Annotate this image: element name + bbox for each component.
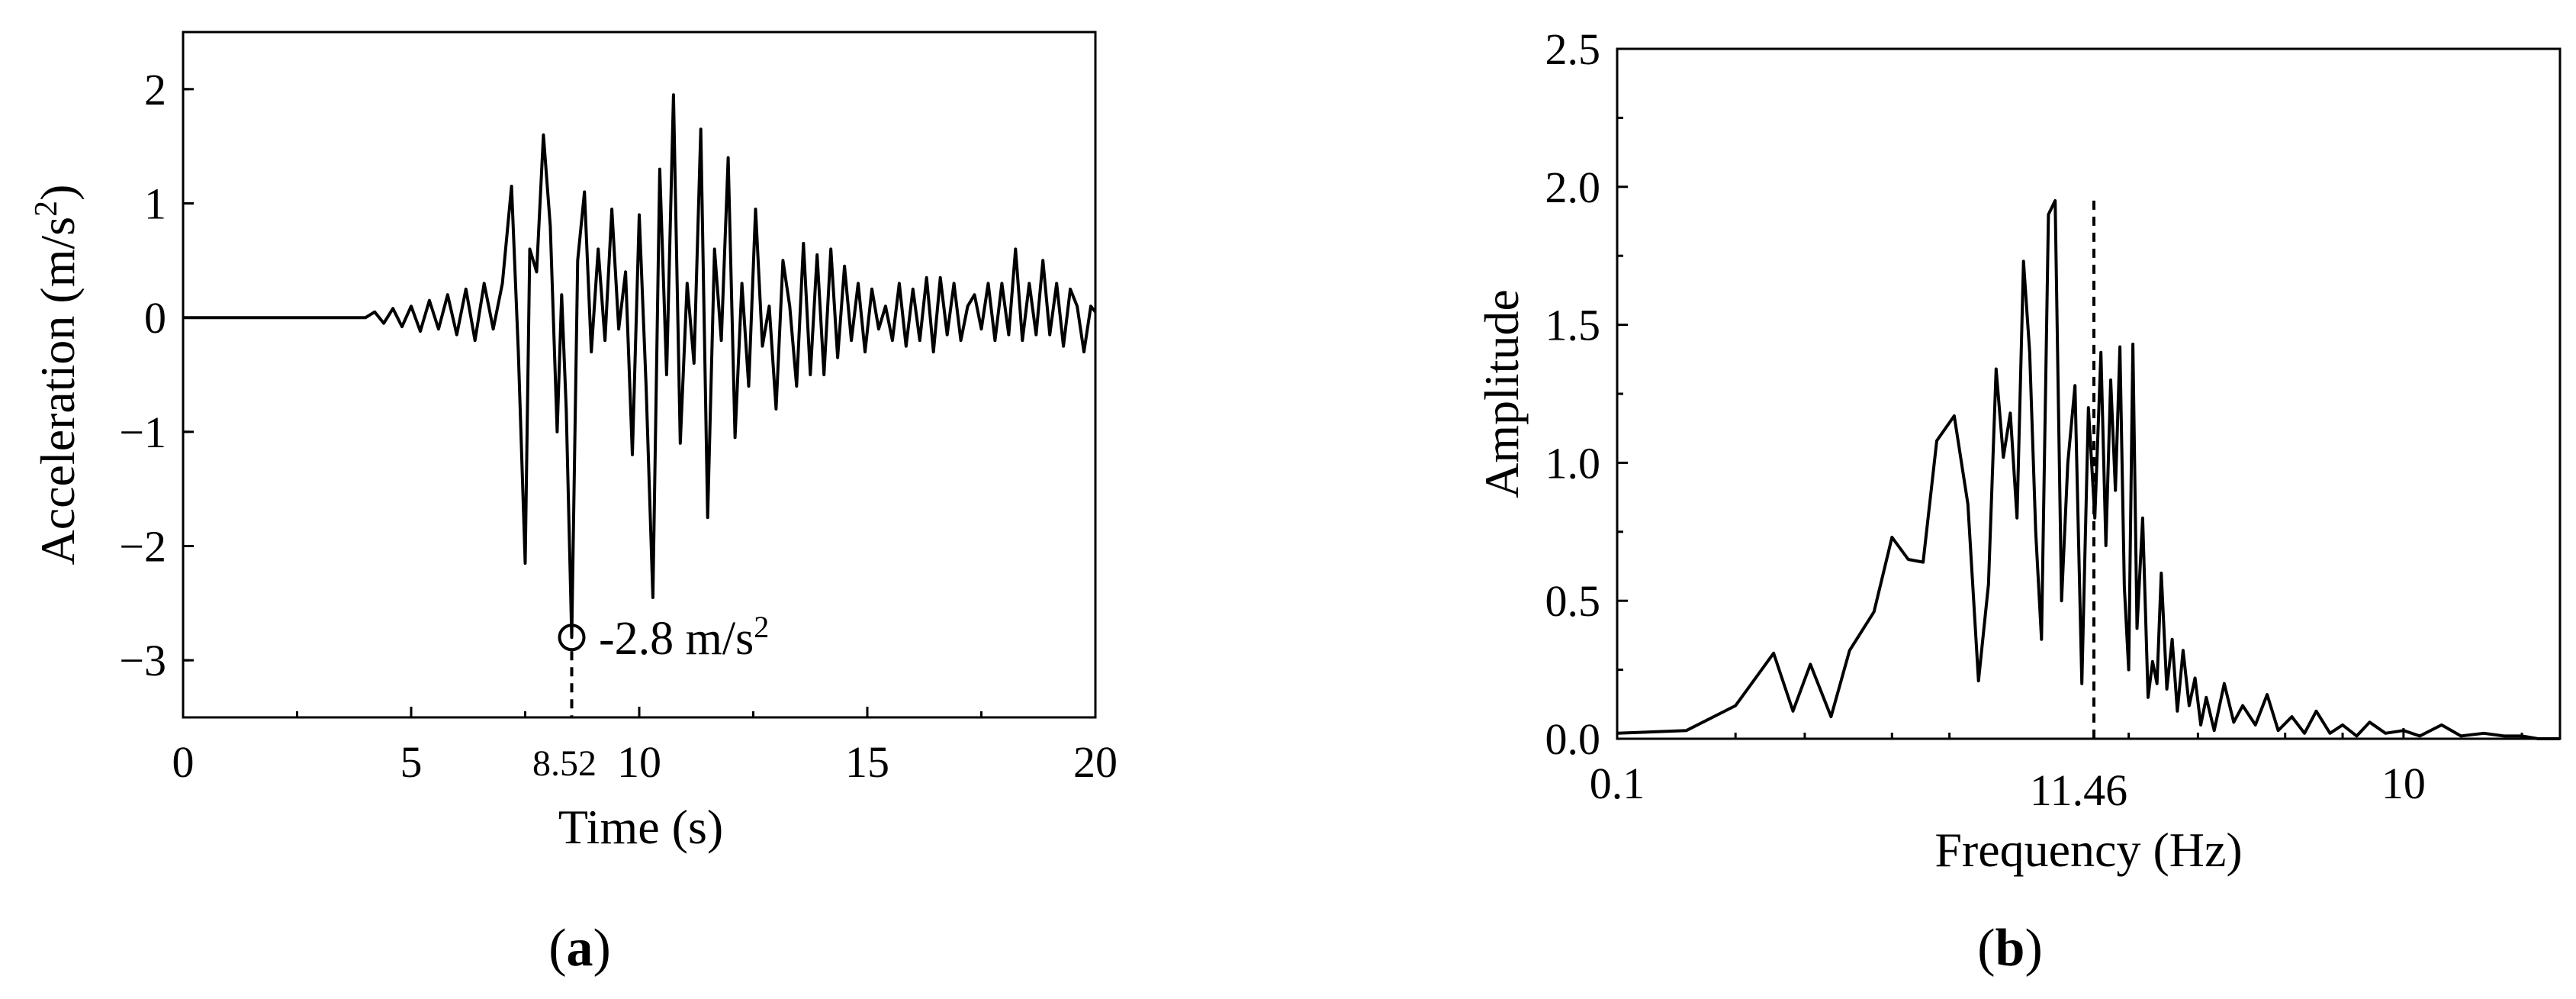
y-axis-title-a-main: Acceleration (m/s xyxy=(31,217,85,566)
y-ticks-a: 2 1 0 −1 −2 −3 xyxy=(119,65,194,685)
x-tick-label-a: 10 xyxy=(617,737,661,787)
y-tick-label-a: −1 xyxy=(119,408,166,457)
x-ticks-a: 0 5 10 15 20 xyxy=(172,707,1118,787)
panel-b-fourier-spectrum: 0.0 0.5 1.0 1.5 2.0 2.5 0.1 10 11.46 Frequency… xyxy=(1475,24,2562,978)
y-tick-label-b: 1.0 xyxy=(1545,438,1601,488)
y-tick-label-b: 1.5 xyxy=(1545,301,1601,350)
y-axis-title-a: Acceleration (m/s2) xyxy=(29,185,85,566)
y-ticks-b: 0.0 0.5 1.0 1.5 2.0 2.5 xyxy=(1545,24,1628,764)
x-tick-label-a: 15 xyxy=(845,737,889,787)
x-axis-title-b: Frequency (Hz) xyxy=(1934,823,2242,877)
y-tick-label-a: −3 xyxy=(119,636,166,685)
x-axis-title-a: Time (s) xyxy=(558,800,723,854)
y-axis-title-a-close: ) xyxy=(31,185,85,201)
x-tick-label-b: 0.1 xyxy=(1590,759,1645,808)
x-tick-label-a: 20 xyxy=(1073,737,1118,787)
y-tick-label-b: 0.5 xyxy=(1545,576,1601,626)
x-ticks-b: 0.1 10 xyxy=(1590,728,2523,808)
y-axis-title-a-sup: 2 xyxy=(29,201,64,217)
plot-frame-b xyxy=(1616,47,2562,740)
y-tick-label-b: 2.0 xyxy=(1545,163,1601,212)
amplitude-spectrum-trace xyxy=(1616,198,2560,740)
peak-marker-circle xyxy=(558,624,586,652)
peak-annotation-value: -2.8 m/s xyxy=(599,613,754,665)
x-tick-label-b: 10 xyxy=(2381,759,2426,808)
dominant-frequency-label: 11.46 xyxy=(2030,765,2127,815)
panel-label-b: (b) xyxy=(1977,919,2043,978)
peak-annotation: -2.8 m/s2 xyxy=(599,610,769,665)
x-tick-label-a: 5 xyxy=(400,737,423,787)
panel-a-time-history: 210−1−2−3 0 5 10 15 20 -2.8 m/s2 8.52 Time (… xyxy=(29,31,1118,978)
peak-annotation-sup: 2 xyxy=(754,610,769,644)
x-tick-label-a: 0 xyxy=(172,737,195,787)
y-tick-label-a: 0 xyxy=(144,293,166,343)
panel-label-a: (a) xyxy=(548,919,611,978)
y-tick-label-a: −2 xyxy=(119,522,166,572)
peak-time-label: 8.52 xyxy=(532,743,597,784)
y-tick-label-b: 0.0 xyxy=(1545,714,1601,764)
acceleration-trace xyxy=(183,93,1097,640)
y-axis-title-b: Amplitude xyxy=(1475,289,1529,498)
y-tick-label-a: 1 xyxy=(144,179,166,229)
y-tick-label-a: 2 xyxy=(144,65,166,114)
y-tick-label-b: 2.5 xyxy=(1545,24,1601,74)
